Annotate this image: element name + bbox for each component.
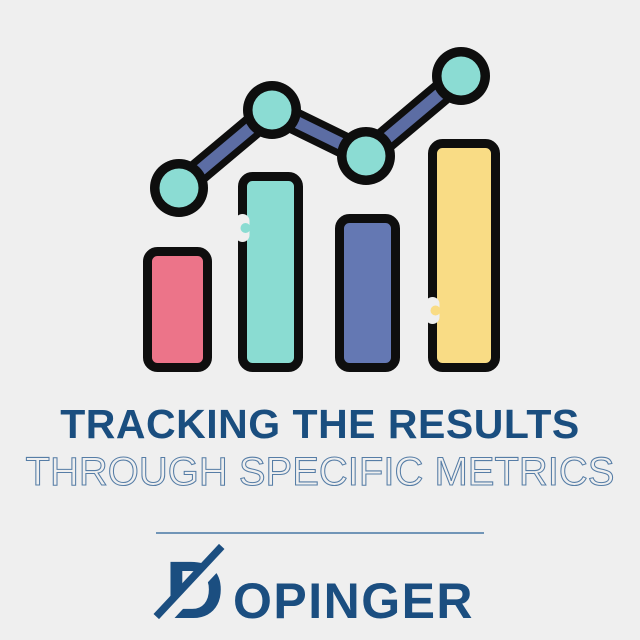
- dopinger-d-mark: D: [153, 543, 231, 636]
- divider-line: [156, 532, 484, 534]
- headline-title: TRACKING THE RESULTS: [60, 401, 580, 447]
- dopinger-logo: D OPINGER: [0, 543, 640, 636]
- headline-subtitle: THROUGH SPECIFIC METRICS: [25, 450, 615, 494]
- dopinger-logo-text: OPINGER: [232, 573, 475, 629]
